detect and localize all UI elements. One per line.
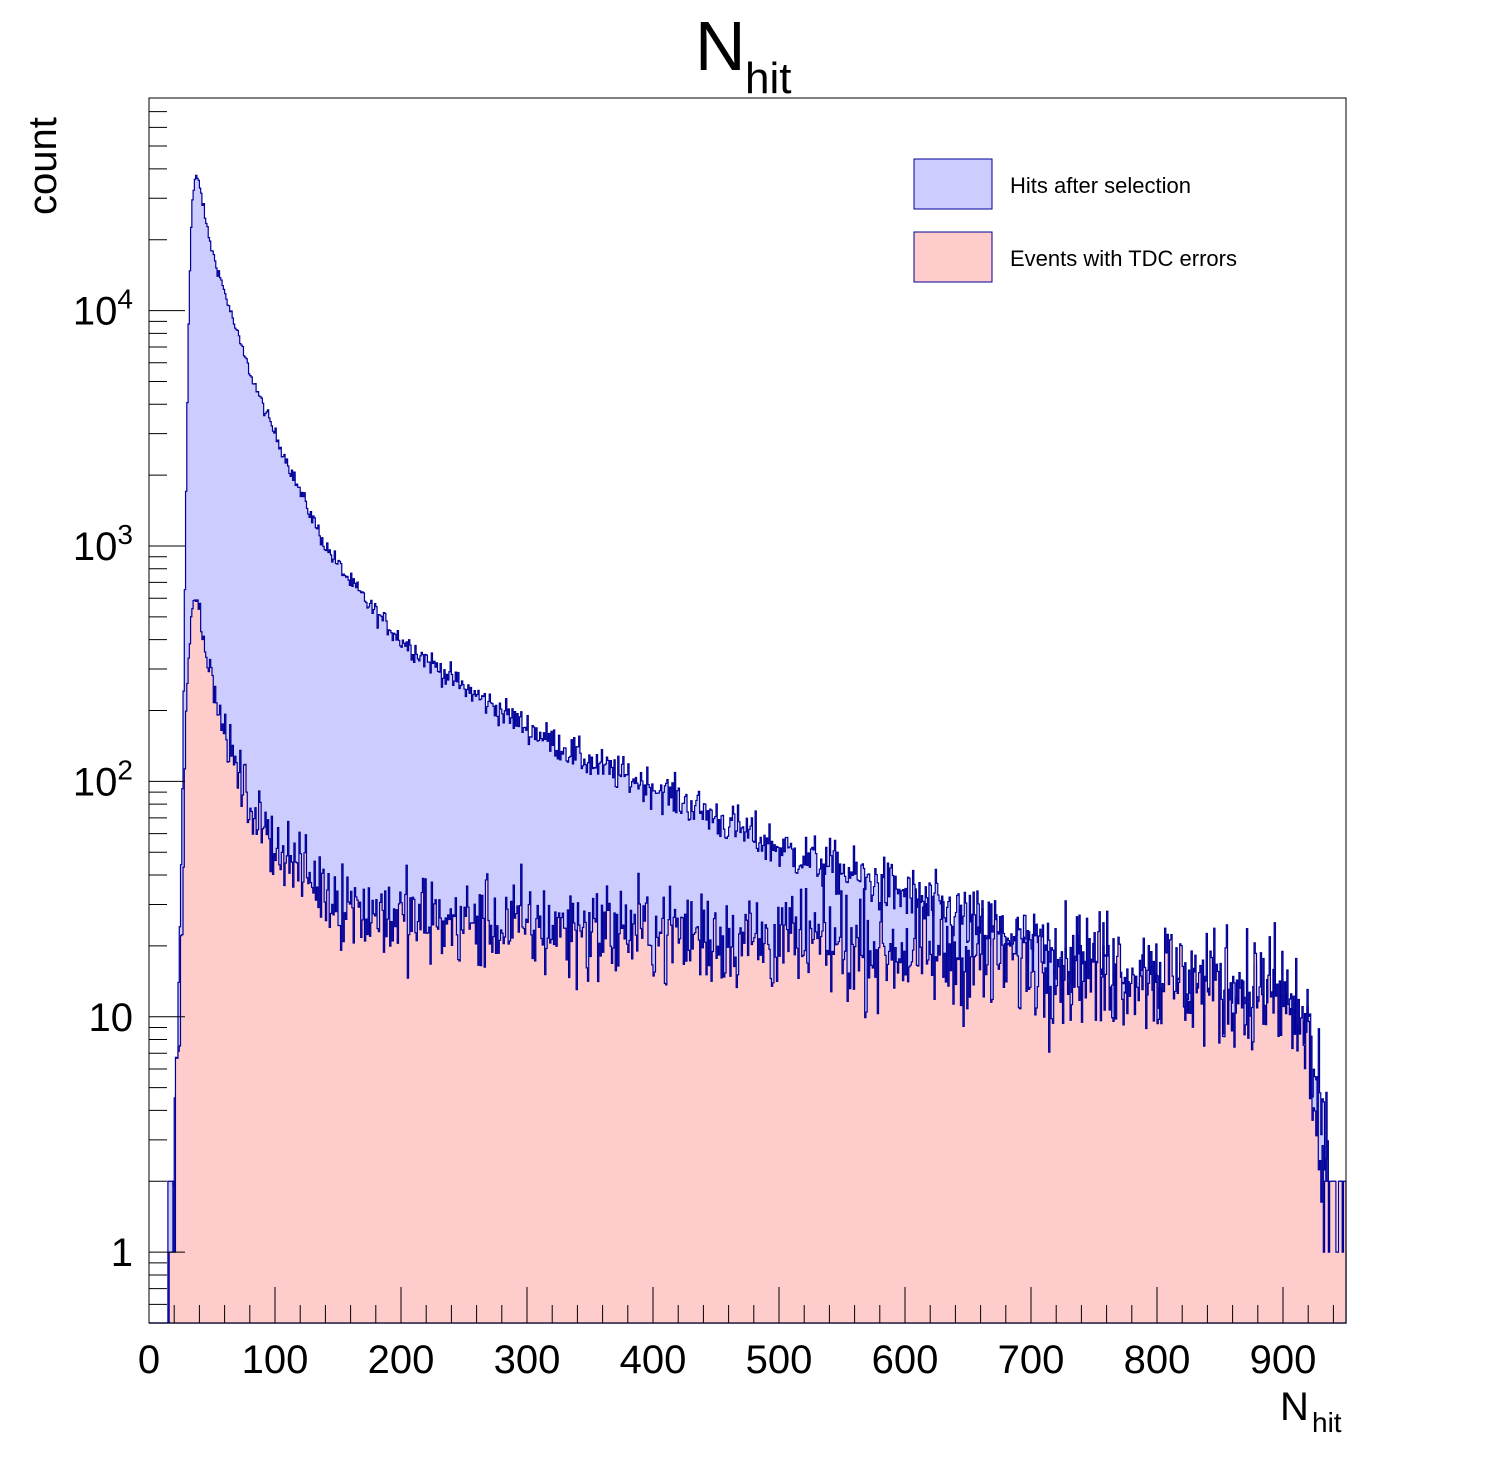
x-axis-title-subscript: hit [1312,1407,1342,1438]
series-fill-1 [149,599,1346,1323]
y-tick-label-base: 10 [73,525,118,569]
x-tick-label: 700 [998,1338,1065,1382]
x-tick-label: 100 [242,1338,309,1382]
x-tick-label: 400 [620,1338,687,1382]
y-tick-label: 1 [111,1231,133,1275]
y-tick-label-exponent: 3 [117,519,133,550]
x-tick-label: 0 [138,1338,160,1382]
legend: Hits after selection Events with TDC err… [913,158,1237,283]
y-tick-label-exponent: 2 [117,754,133,785]
legend-swatch-tdc [913,231,993,283]
chart-title-subscript: hit [745,54,791,103]
x-tick-label: 600 [872,1338,939,1382]
y-tick-label-base: 10 [73,760,118,804]
y-tick-label: 104 [73,284,133,334]
y-tick-label-exponent: 4 [117,284,133,315]
x-axis-ticks: 0 100 200 300 400 500 600 700 800 900 [138,1287,1334,1382]
x-tick-label: 500 [746,1338,813,1382]
y-tick-label-base: 1 [111,1231,133,1275]
chart-title-main: N [695,7,746,85]
x-axis-title: N [1280,1385,1309,1429]
y-tick-label: 10 [89,996,134,1040]
legend-label-tdc: Events with TDC errors [1010,246,1237,271]
y-tick-label-base: 10 [89,996,134,1040]
legend-label-hits: Hits after selection [1010,173,1191,198]
x-tick-label: 300 [494,1338,561,1382]
series-events-with-tdc-errors [149,599,1347,1324]
histogram-layer [149,174,1347,1324]
y-tick-label-base: 10 [73,290,118,334]
series-line-1 [149,599,1347,1324]
y-tick-label: 102 [73,754,133,804]
x-tick-label: 800 [1124,1338,1191,1382]
y-axis-title: count [21,117,65,215]
y-tick-label: 103 [73,519,133,569]
chart-title: N [695,7,746,85]
x-tick-label: 900 [1250,1338,1317,1382]
plot-frame [148,97,1347,1324]
legend-swatch-hits [913,158,993,210]
x-tick-label: 200 [368,1338,435,1382]
